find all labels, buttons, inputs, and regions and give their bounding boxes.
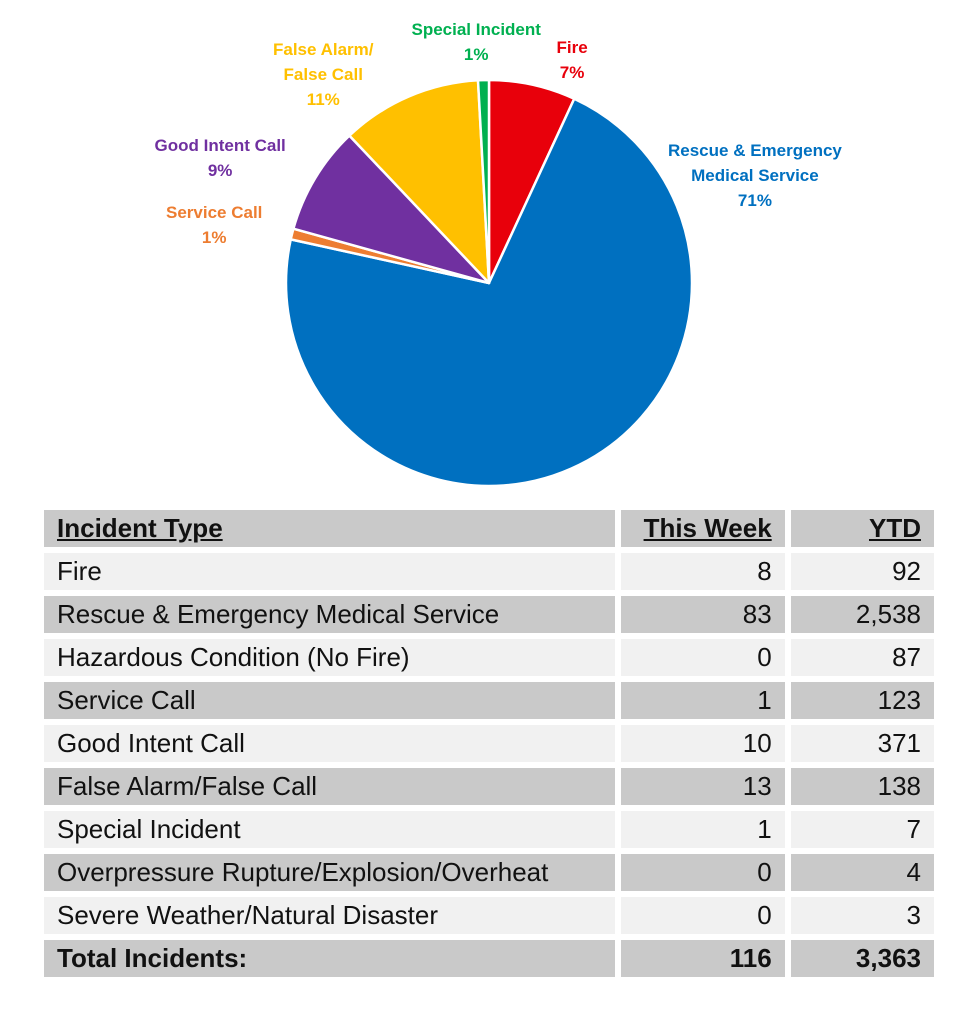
pie-label-fire: Fire 7% — [557, 35, 588, 85]
pie-label-percent: 71% — [737, 190, 772, 210]
cell-incident-type: Service Call — [44, 682, 616, 719]
pie-slice-false-alarm-false-call — [348, 79, 491, 285]
pie-label-percent: 11% — [306, 89, 340, 109]
cell-ytd: 92 — [790, 553, 934, 590]
pie-slice-good-intent-call — [292, 134, 491, 285]
pie-label-rescue-emergency-medical-service: Rescue & Emergency Medical Service 71% — [668, 138, 842, 213]
pie-label-text: Medical Service — [691, 165, 819, 185]
cell-ytd: 2,538 — [790, 596, 934, 633]
pie-label-text: Good Intent Call — [154, 136, 286, 155]
header-this-week: This Week — [621, 510, 785, 547]
pie-label-percent: 7% — [559, 63, 585, 82]
table-row: False Alarm/False Call 13 138 — [44, 768, 934, 805]
pie-label-text: Rescue & Emergency — [668, 140, 842, 160]
pie-label-text: False Call — [283, 64, 363, 84]
total-this-week: 116 — [621, 940, 785, 977]
cell-ytd: 371 — [790, 725, 934, 762]
table-row: Special Incident 1 7 — [44, 811, 934, 848]
pie-label-percent: 1% — [201, 228, 227, 247]
cell-this-week: 1 — [621, 682, 785, 719]
pie-chart: Fire 7% Rescue & Emergency Medical Service 7… — [0, 0, 980, 495]
cell-incident-type: False Alarm/False Call — [44, 768, 616, 805]
pie-label-special-incident: Special Incident 1% — [412, 17, 541, 67]
pie-slice-rescue-emergency-medical-service — [284, 97, 694, 488]
cell-this-week: 0 — [621, 854, 785, 891]
table-row: Good Intent Call 10 371 — [44, 725, 934, 762]
cell-ytd: 4 — [790, 854, 934, 891]
total-ytd: 3,363 — [790, 940, 934, 977]
header-ytd: YTD — [790, 510, 934, 547]
table-header-row: Incident Type This Week YTD — [44, 510, 934, 547]
table-row: Severe Weather/Natural Disaster 0 3 — [44, 897, 934, 934]
cell-incident-type: Fire — [44, 553, 616, 590]
cell-this-week: 8 — [621, 553, 785, 590]
cell-ytd: 3 — [790, 897, 934, 934]
pie-label-false-alarm-false-call: False Alarm/False Call 11% — [273, 37, 373, 112]
cell-incident-type: Overpressure Rupture/Explosion/Overheat — [44, 854, 616, 891]
cell-this-week: 0 — [621, 897, 785, 934]
header-incident-type: Incident Type — [44, 510, 616, 547]
table-row: Service Call 1 123 — [44, 682, 934, 719]
cell-incident-type: Good Intent Call — [44, 725, 616, 762]
cell-incident-type: Hazardous Condition (No Fire) — [44, 639, 616, 676]
pie-slice-special-incident — [476, 78, 491, 285]
total-row: Total Incidents: 116 3,363 — [44, 940, 934, 977]
cell-this-week: 1 — [621, 811, 785, 848]
cell-this-week: 13 — [621, 768, 785, 805]
pie-label-service-call: Service Call 1% — [166, 200, 262, 250]
cell-this-week: 10 — [621, 725, 785, 762]
cell-ytd: 7 — [790, 811, 934, 848]
table-row: Fire 8 92 — [44, 553, 934, 590]
cell-incident-type: Rescue & Emergency Medical Service — [44, 596, 616, 633]
pie-label-text: Fire — [556, 38, 588, 57]
cell-ytd: 87 — [790, 639, 934, 676]
pie-label-good-intent-call: Good Intent Call 9% — [155, 133, 286, 183]
pie-label-text: False Alarm/ — [273, 39, 374, 59]
table-row: Hazardous Condition (No Fire) 0 87 — [44, 639, 934, 676]
cell-this-week: 83 — [621, 596, 785, 633]
cell-incident-type: Severe Weather/Natural Disaster — [44, 897, 616, 934]
pie-label-text: Service Call — [166, 203, 263, 222]
pie-label-text: Special Incident — [411, 20, 541, 39]
pie-label-percent: 9% — [207, 161, 233, 180]
incident-table: Incident Type This Week YTD Fire 8 92 Re… — [38, 504, 940, 983]
table-row: Rescue & Emergency Medical Service 83 2,… — [44, 596, 934, 633]
cell-this-week: 0 — [621, 639, 785, 676]
cell-ytd: 123 — [790, 682, 934, 719]
pie-label-percent: 1% — [463, 45, 489, 64]
table-row: Overpressure Rupture/Explosion/Overheat … — [44, 854, 934, 891]
total-label: Total Incidents: — [44, 940, 616, 977]
cell-ytd: 138 — [790, 768, 934, 805]
pie-chart-svg — [284, 78, 694, 488]
cell-incident-type: Special Incident — [44, 811, 616, 848]
